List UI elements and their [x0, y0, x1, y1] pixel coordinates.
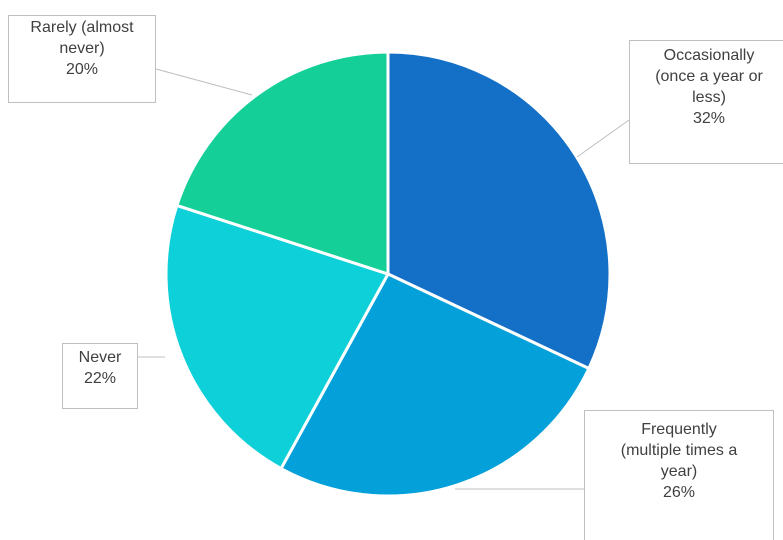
callout-rarely: Rarely (almost never) 20% [8, 15, 156, 103]
pie-slice-rarely [175, 50, 390, 276]
pie-slice-never [164, 203, 390, 471]
leader-line-rarely [155, 68, 253, 96]
leader-line-occasionally [576, 119, 630, 158]
slice-label-rarely: Rarely (almost never) [30, 19, 134, 57]
slice-value-occasionally: 32% [692, 110, 726, 127]
slice-value-never: 22% [83, 370, 117, 387]
slice-label-frequently: Frequently (multiple times a year) [620, 421, 738, 480]
pie-slices [164, 50, 612, 498]
callout-never: Never 22% [62, 343, 138, 409]
pie-slice-occasionally [386, 50, 612, 371]
slice-label-never: Never [78, 349, 122, 366]
slice-value-rarely: 20% [65, 61, 99, 78]
leader-lines [138, 68, 630, 490]
slice-label-occasionally: Occasionally (once a year or less) [655, 47, 763, 106]
callout-occasionally: Occasionally (once a year or less) 32% [629, 40, 783, 164]
callout-frequently: Frequently (multiple times a year) 26% [584, 410, 774, 540]
slice-value-frequently: 26% [662, 484, 696, 501]
